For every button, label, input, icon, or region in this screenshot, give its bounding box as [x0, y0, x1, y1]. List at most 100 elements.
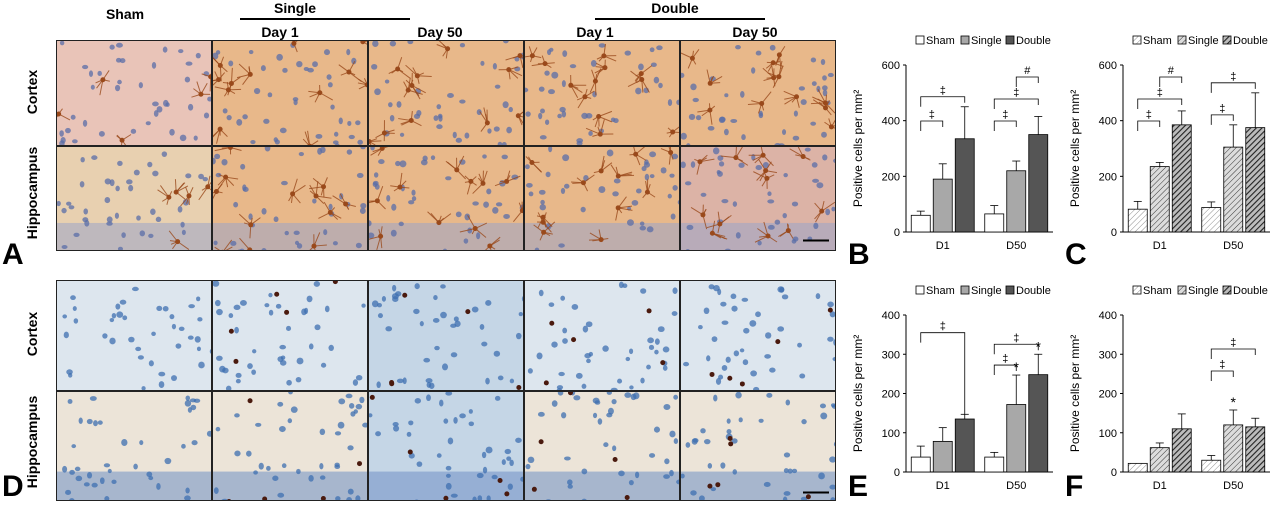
significance-bracket: [994, 99, 1038, 109]
y-tick-label: 300: [882, 349, 900, 361]
gfap-micrograph-tile: [212, 146, 368, 252]
bar: [1007, 404, 1026, 472]
significance-label: ‡: [940, 321, 946, 333]
x-tick-label: D50: [1006, 240, 1026, 252]
bar: [1246, 427, 1265, 472]
significance-bracket: [1160, 77, 1182, 87]
significance-bracket: [1138, 99, 1182, 109]
bar: [1150, 167, 1169, 232]
y-tick-label: 600: [882, 60, 900, 72]
bar: [955, 419, 974, 472]
significance-label: ‡: [1002, 353, 1008, 365]
bar: [955, 139, 974, 232]
gfap-micrograph-tile: [368, 146, 524, 252]
legend-label: Single: [971, 35, 1002, 47]
y-tick-label: 300: [1099, 349, 1117, 361]
y-tick-label: 200: [1099, 389, 1117, 401]
y-tick-label: 400: [882, 116, 900, 128]
y-tick-label: 100: [882, 428, 900, 440]
legend-label: Double: [1233, 285, 1268, 297]
header-single: Single: [220, 0, 370, 16]
legend-swatch: [1133, 36, 1141, 44]
header-double-day1: Day 1: [555, 24, 635, 40]
header-double: Double: [600, 0, 750, 16]
iba1-micrograph-tile: [368, 391, 524, 502]
bar: [985, 457, 1004, 472]
legend-label: Double: [1016, 285, 1051, 297]
gfap-micrograph-tile: [680, 146, 836, 252]
header-double-day50: Day 50: [715, 24, 795, 40]
iba1-micrograph-tile: [524, 280, 680, 391]
y-axis-label: Positive cells per mm²: [1068, 90, 1082, 207]
gfap-micrograph-tile: [56, 40, 212, 146]
y-tick-label: 0: [894, 227, 900, 239]
significance-label: ‡: [1230, 337, 1236, 349]
significance-label: ‡: [1219, 103, 1225, 115]
y-tick-label: 0: [1111, 227, 1117, 239]
significance-label: ‡: [1157, 87, 1163, 99]
y-axis-label: Positive cells per mm²: [851, 335, 865, 452]
y-tick-label: 400: [1099, 116, 1117, 128]
significance-bracket: [1138, 121, 1160, 131]
bar: [1224, 147, 1243, 232]
bar: [1172, 429, 1191, 472]
bar: [1224, 425, 1243, 472]
bar: [1202, 460, 1221, 472]
iba1-micrograph-tile: [524, 391, 680, 502]
gfap-micrograph-tile: [680, 40, 836, 146]
significance-star: *: [1231, 394, 1237, 410]
gfap-micrograph-tile: [368, 40, 524, 146]
header-single-day50: Day 50: [400, 24, 480, 40]
y-tick-label: 0: [894, 467, 900, 479]
legend-label: Double: [1016, 35, 1051, 47]
bar: [1128, 209, 1147, 232]
header-double-rule: [595, 18, 765, 20]
header-sham: Sham: [85, 6, 165, 22]
legend-swatch: [1133, 286, 1141, 294]
significance-label: ‡: [1013, 332, 1019, 344]
significance-bracket: [1211, 83, 1255, 93]
significance-bracket: [921, 97, 965, 107]
significance-bracket: [994, 344, 1038, 354]
y-tick-label: 200: [882, 171, 900, 183]
significance-label: ‡: [1013, 87, 1019, 99]
row-label-hippocampus-bottom: Hippocampus: [24, 377, 40, 507]
significance-label: ‡: [1219, 359, 1225, 371]
micrograph-grid-gfap: [56, 40, 836, 251]
significance-bracket: [921, 333, 965, 415]
iba1-micrograph-tile: [212, 280, 368, 391]
x-tick-label: D1: [1153, 240, 1167, 252]
significance-label: ‡: [1230, 71, 1236, 83]
legend-swatch: [916, 36, 924, 44]
gfap-micrograph-tile: [524, 146, 680, 252]
legend-label: Double: [1233, 35, 1268, 47]
significance-label: ‡: [1146, 109, 1152, 121]
significance-bracket: [1211, 115, 1233, 125]
y-tick-label: 0: [1111, 467, 1117, 479]
significance-bracket: [921, 121, 943, 131]
bar: [1029, 135, 1048, 232]
legend-label: Sham: [1143, 285, 1172, 297]
significance-label: ‡: [1002, 109, 1008, 121]
legend-swatch: [1178, 36, 1186, 44]
bar: [933, 179, 952, 232]
bar: [1202, 208, 1221, 232]
y-tick-label: 600: [1099, 60, 1117, 72]
x-tick-label: D50: [1006, 480, 1026, 492]
significance-bracket: [1016, 77, 1038, 87]
significance-label: ‡: [929, 109, 935, 121]
x-tick-label: D50: [1223, 480, 1243, 492]
bar: [1150, 448, 1169, 472]
iba1-micrograph-tile: [56, 280, 212, 391]
gfap-micrograph-tile: [56, 146, 212, 252]
iba1-micrograph-tile: [368, 280, 524, 391]
iba1-micrograph-tile: [680, 280, 836, 391]
bar: [911, 457, 930, 472]
legend-label: Sham: [926, 285, 955, 297]
bar: [1128, 463, 1147, 472]
significance-bracket: [994, 121, 1016, 131]
